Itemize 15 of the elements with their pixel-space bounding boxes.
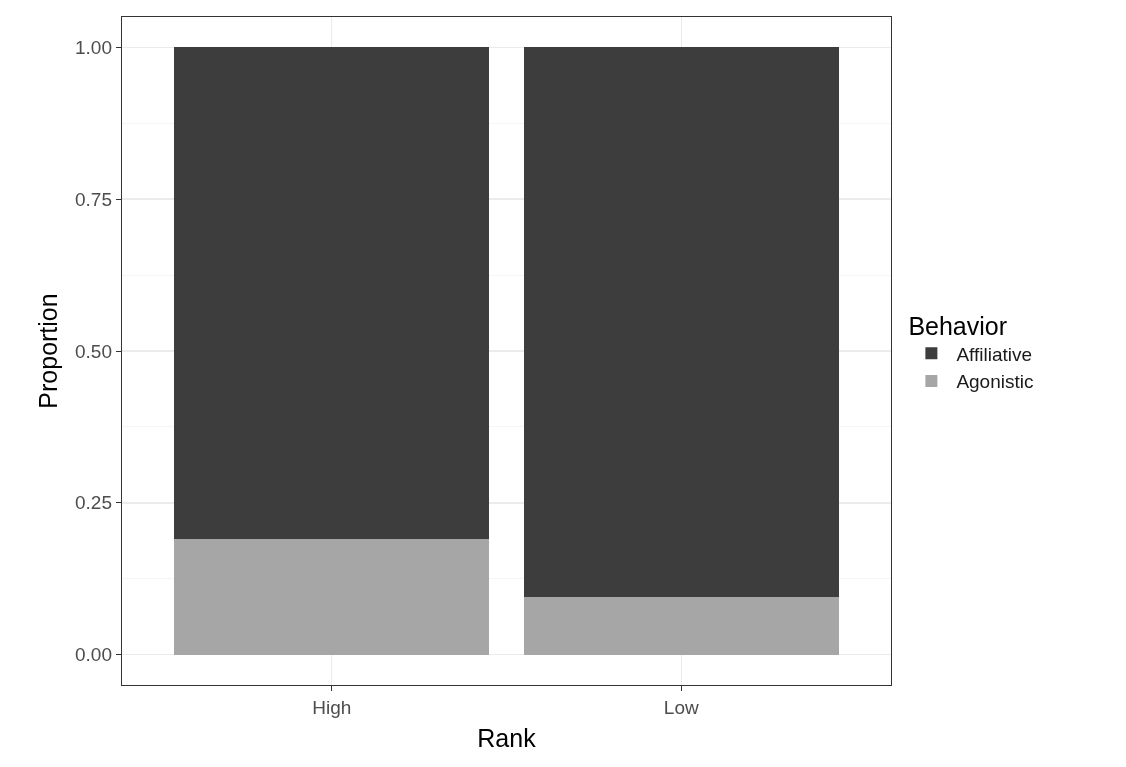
x-tick-label: High — [312, 697, 352, 718]
bar — [174, 539, 490, 655]
y-tick-label: 1.00 — [75, 37, 112, 59]
y-tick-label: 0.00 — [75, 644, 112, 666]
legend-label: Affiliative — [956, 343, 1033, 365]
legend-label: Agonistic — [956, 371, 1034, 393]
legend-title: Behavior — [908, 311, 1008, 340]
x-axis-title: Rank — [477, 723, 537, 752]
bar — [174, 47, 490, 540]
y-axis-title: Proportion — [33, 293, 62, 409]
y-tick-label: 0.50 — [75, 340, 112, 362]
x-tick-label: Low — [663, 697, 699, 718]
y-tick-label: 0.25 — [75, 492, 112, 514]
y-tick-label: 0.75 — [75, 188, 112, 210]
bar — [523, 596, 839, 655]
